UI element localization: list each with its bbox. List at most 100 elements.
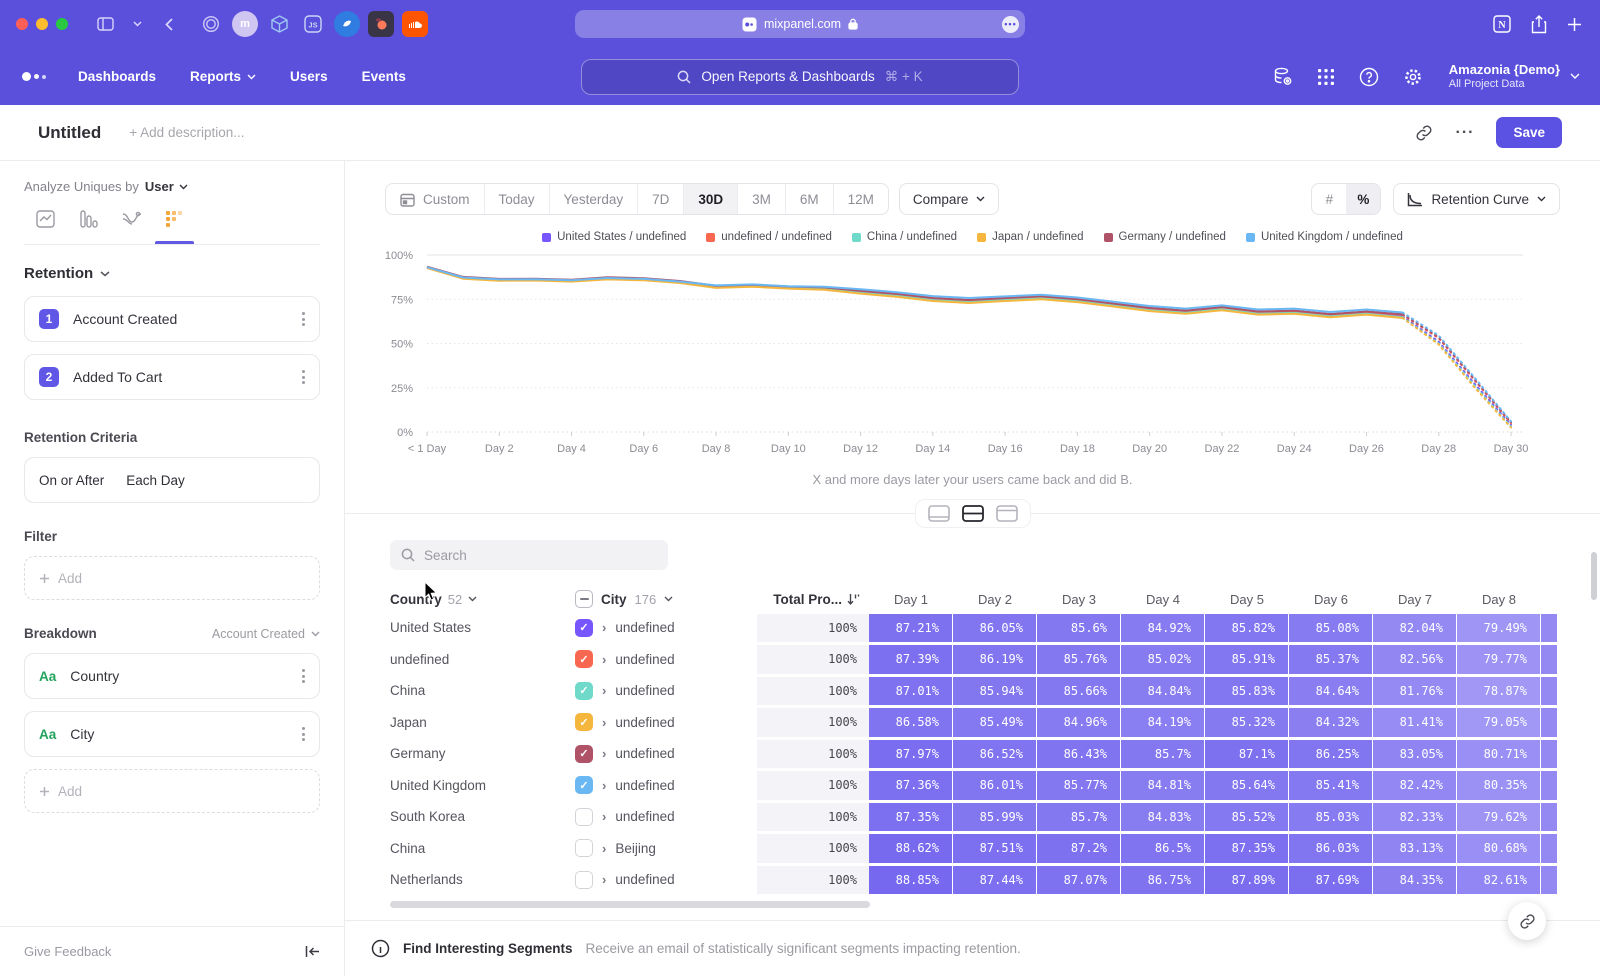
- retention-value-cell[interactable]: 87.51%: [953, 834, 1036, 863]
- day-column-header[interactable]: Day 1: [869, 592, 953, 607]
- range-3m[interactable]: 3M: [738, 184, 786, 214]
- extension-ring-icon[interactable]: [198, 11, 224, 37]
- expand-row-icon[interactable]: ›: [602, 872, 606, 887]
- retention-value-cell[interactable]: 87.35%: [869, 803, 952, 832]
- retention-value-cell[interactable]: 87.35%: [1205, 834, 1288, 863]
- retention-value-cell[interactable]: 84.81%: [1121, 771, 1204, 800]
- help-icon[interactable]: [1359, 67, 1379, 87]
- add-breakdown-button[interactable]: Add: [24, 769, 320, 813]
- table-row[interactable]: United States✓›undefined100%87.21%86.05%…: [390, 612, 1600, 644]
- retention-value-cell[interactable]: 80.68%: [1457, 834, 1540, 863]
- minimize-window-button[interactable]: [36, 18, 48, 30]
- day-column-header[interactable]: Day 2: [953, 592, 1037, 607]
- retention-value-cell[interactable]: 85.7%: [1121, 740, 1204, 769]
- split-view-button[interactable]: [962, 505, 984, 522]
- retention-value-cell[interactable]: 80.35%: [1457, 771, 1540, 800]
- range-30d[interactable]: 30D: [684, 184, 738, 214]
- retention-value-cell[interactable]: 86.19%: [953, 645, 1036, 674]
- table-row[interactable]: United Kingdom✓›undefined100%87.36%86.01…: [390, 770, 1600, 802]
- legend-item[interactable]: China / undefined: [852, 231, 957, 243]
- step-menu-button[interactable]: [302, 312, 305, 326]
- page-settings-icon[interactable]: •••: [1002, 16, 1019, 33]
- retention-value-cell[interactable]: 82.33%: [1373, 803, 1456, 832]
- retention-value-cell[interactable]: 88.62%: [869, 834, 952, 863]
- tab-flows[interactable]: [110, 210, 153, 244]
- legend-item[interactable]: undefined / undefined: [706, 231, 832, 243]
- table-only-view-button[interactable]: [996, 505, 1018, 522]
- data-management-icon[interactable]: [1272, 66, 1293, 87]
- retention-criteria-card[interactable]: On or AfterEach Day: [24, 457, 320, 503]
- breakdown-city[interactable]: Aa City: [24, 711, 320, 757]
- table-row[interactable]: Germany✓›undefined100%87.97%86.52%86.43%…: [390, 738, 1600, 770]
- city-column-header[interactable]: City176: [575, 590, 757, 608]
- more-options-button[interactable]: ···: [1455, 124, 1474, 142]
- retention-value-cell[interactable]: 87.89%: [1205, 866, 1288, 895]
- retention-value-cell[interactable]: 85.76%: [1037, 645, 1120, 674]
- retention-value-cell[interactable]: 86.05%: [953, 614, 1036, 643]
- extension-bird-icon[interactable]: [334, 11, 360, 37]
- notion-extension-icon[interactable]: N: [1493, 15, 1511, 33]
- select-all-checkbox[interactable]: [575, 590, 593, 608]
- copy-link-icon[interactable]: [1415, 124, 1433, 142]
- legend-item[interactable]: United Kingdom / undefined: [1246, 231, 1403, 243]
- retention-value-cell[interactable]: 85.52%: [1205, 803, 1288, 832]
- retention-value-cell[interactable]: 81.41%: [1373, 708, 1456, 737]
- expand-row-icon[interactable]: ›: [602, 809, 606, 824]
- table-row[interactable]: China›Beijing100%88.62%87.51%87.2%86.5%8…: [390, 833, 1600, 865]
- table-search-input[interactable]: Search: [390, 540, 668, 570]
- row-checkbox[interactable]: ✓: [575, 713, 593, 731]
- extension-cube-icon[interactable]: [266, 11, 292, 37]
- retention-value-cell[interactable]: 86.43%: [1037, 740, 1120, 769]
- settings-gear-icon[interactable]: [1403, 67, 1423, 87]
- new-tab-icon[interactable]: [1567, 17, 1582, 32]
- retention-value-cell[interactable]: 81.76%: [1373, 677, 1456, 706]
- range-7d[interactable]: 7D: [638, 184, 684, 214]
- retention-value-cell[interactable]: 79.77%: [1457, 645, 1540, 674]
- range-12m[interactable]: 12M: [834, 184, 888, 214]
- table-row[interactable]: undefined✓›undefined100%87.39%86.19%85.7…: [390, 644, 1600, 676]
- compare-button[interactable]: Compare: [899, 183, 1000, 215]
- retention-value-cell[interactable]: 85.66%: [1037, 677, 1120, 706]
- day-column-header[interactable]: Day 5: [1205, 592, 1289, 607]
- nav-item-events[interactable]: Events: [362, 69, 406, 84]
- sidebar-toggle-icon[interactable]: [92, 11, 118, 37]
- nav-item-reports[interactable]: Reports: [190, 69, 256, 84]
- extension-m-icon[interactable]: m: [232, 11, 258, 37]
- retention-value-cell[interactable]: 87.21%: [869, 614, 952, 643]
- retention-value-cell[interactable]: 85.64%: [1205, 771, 1288, 800]
- day-column-header[interactable]: Day 7: [1373, 592, 1457, 607]
- legend-item[interactable]: Germany / undefined: [1104, 231, 1226, 243]
- retention-value-cell[interactable]: 87.97%: [869, 740, 952, 769]
- retention-value-cell[interactable]: 85.82%: [1205, 614, 1288, 643]
- retention-value-cell[interactable]: 79.49%: [1457, 614, 1540, 643]
- analyze-entity-selector[interactable]: User: [145, 179, 188, 194]
- breakdown-menu-button[interactable]: [302, 669, 305, 683]
- row-checkbox[interactable]: ✓: [575, 776, 593, 794]
- report-title[interactable]: Untitled: [38, 123, 101, 143]
- extension-logseq-icon[interactable]: [368, 11, 394, 37]
- retention-step-1[interactable]: 1 Account Created: [24, 296, 320, 342]
- retention-value-cell[interactable]: 84.19%: [1121, 708, 1204, 737]
- step-menu-button[interactable]: [302, 370, 305, 384]
- expand-row-icon[interactable]: ›: [602, 841, 606, 856]
- breakdown-event-selector[interactable]: Account Created: [212, 627, 320, 641]
- retention-value-cell[interactable]: 85.7%: [1037, 803, 1120, 832]
- traffic-lights[interactable]: [16, 18, 68, 30]
- row-checkbox[interactable]: ✓: [575, 682, 593, 700]
- add-description-button[interactable]: + Add description...: [129, 125, 244, 140]
- chevron-down-icon[interactable]: [124, 11, 150, 37]
- absolute-values-toggle[interactable]: #: [1312, 184, 1346, 214]
- retention-value-cell[interactable]: 85.03%: [1289, 803, 1372, 832]
- retention-value-cell[interactable]: 87.36%: [869, 771, 952, 800]
- retention-value-cell[interactable]: 85.99%: [953, 803, 1036, 832]
- tab-insights[interactable]: [24, 210, 67, 244]
- retention-value-cell[interactable]: 85.49%: [953, 708, 1036, 737]
- retention-value-cell[interactable]: 84.96%: [1037, 708, 1120, 737]
- apps-grid-icon[interactable]: [1317, 68, 1335, 86]
- give-feedback-link[interactable]: Give Feedback: [24, 944, 111, 959]
- project-switcher[interactable]: Amazonia {Demo} All Project Data: [1449, 62, 1580, 92]
- share-link-fab[interactable]: [1508, 902, 1546, 940]
- retention-value-cell[interactable]: 82.56%: [1373, 645, 1456, 674]
- retention-value-cell[interactable]: 85.6%: [1037, 614, 1120, 643]
- range-custom[interactable]: Custom: [386, 184, 485, 214]
